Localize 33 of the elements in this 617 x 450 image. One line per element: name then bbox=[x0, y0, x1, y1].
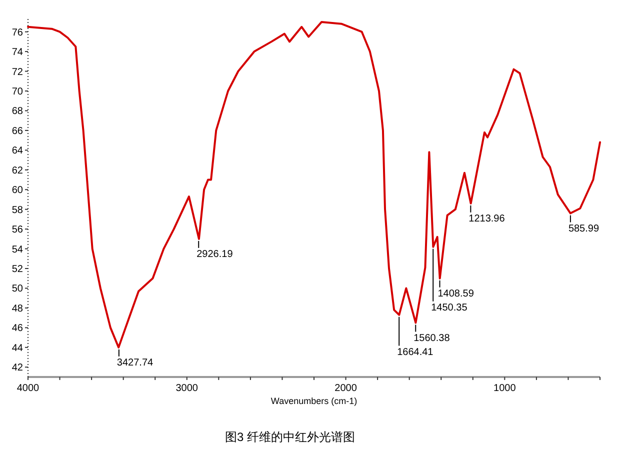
caption: 图3 纤维的中红外光谱图 bbox=[224, 430, 356, 444]
annotation: 1213.96 bbox=[468, 213, 506, 224]
y-tick-label: 52 bbox=[12, 264, 24, 276]
annotation: 1560.38 bbox=[414, 332, 450, 344]
y-tick-label: 46 bbox=[12, 323, 24, 334]
line-series bbox=[27, 20, 601, 348]
y-tick-label: 60 bbox=[12, 185, 24, 196]
y-tick-label: 70 bbox=[12, 86, 24, 98]
y-tick-label: 48 bbox=[12, 303, 24, 314]
y-tick-label: 62 bbox=[12, 165, 24, 176]
x-tick-label: 4000 bbox=[16, 383, 40, 394]
y-tick-label: 72 bbox=[12, 66, 24, 78]
y-tick-label: 64 bbox=[12, 146, 24, 157]
y-tick-label: 58 bbox=[12, 204, 24, 216]
annotation: 3427.74 bbox=[116, 357, 154, 368]
x-axis-title: Wavenumbers (cm-1) bbox=[270, 396, 358, 406]
y-tick-label: 56 bbox=[12, 224, 24, 236]
annotation: 1664.41 bbox=[397, 346, 434, 358]
y-tick-label: 66 bbox=[12, 126, 24, 137]
y-tick-label: 68 bbox=[12, 106, 24, 118]
annotation: 2926.19 bbox=[196, 248, 234, 260]
annotation: 1408.59 bbox=[438, 288, 474, 300]
y-tick-label: 44 bbox=[12, 342, 24, 354]
y-tick-label: 50 bbox=[12, 284, 24, 295]
annotation: 1450.35 bbox=[431, 302, 468, 314]
y-tick-label: 54 bbox=[12, 244, 24, 256]
x-tick-label: 2000 bbox=[334, 383, 358, 394]
y-tick-label: 76 bbox=[12, 27, 24, 38]
x-tick-label: 1000 bbox=[494, 383, 516, 394]
y-tick-label: 42 bbox=[12, 362, 24, 374]
x-tick-label: 3000 bbox=[176, 383, 198, 394]
y-tick-label: 74 bbox=[12, 47, 24, 58]
annotation: 585.99 bbox=[568, 223, 600, 234]
